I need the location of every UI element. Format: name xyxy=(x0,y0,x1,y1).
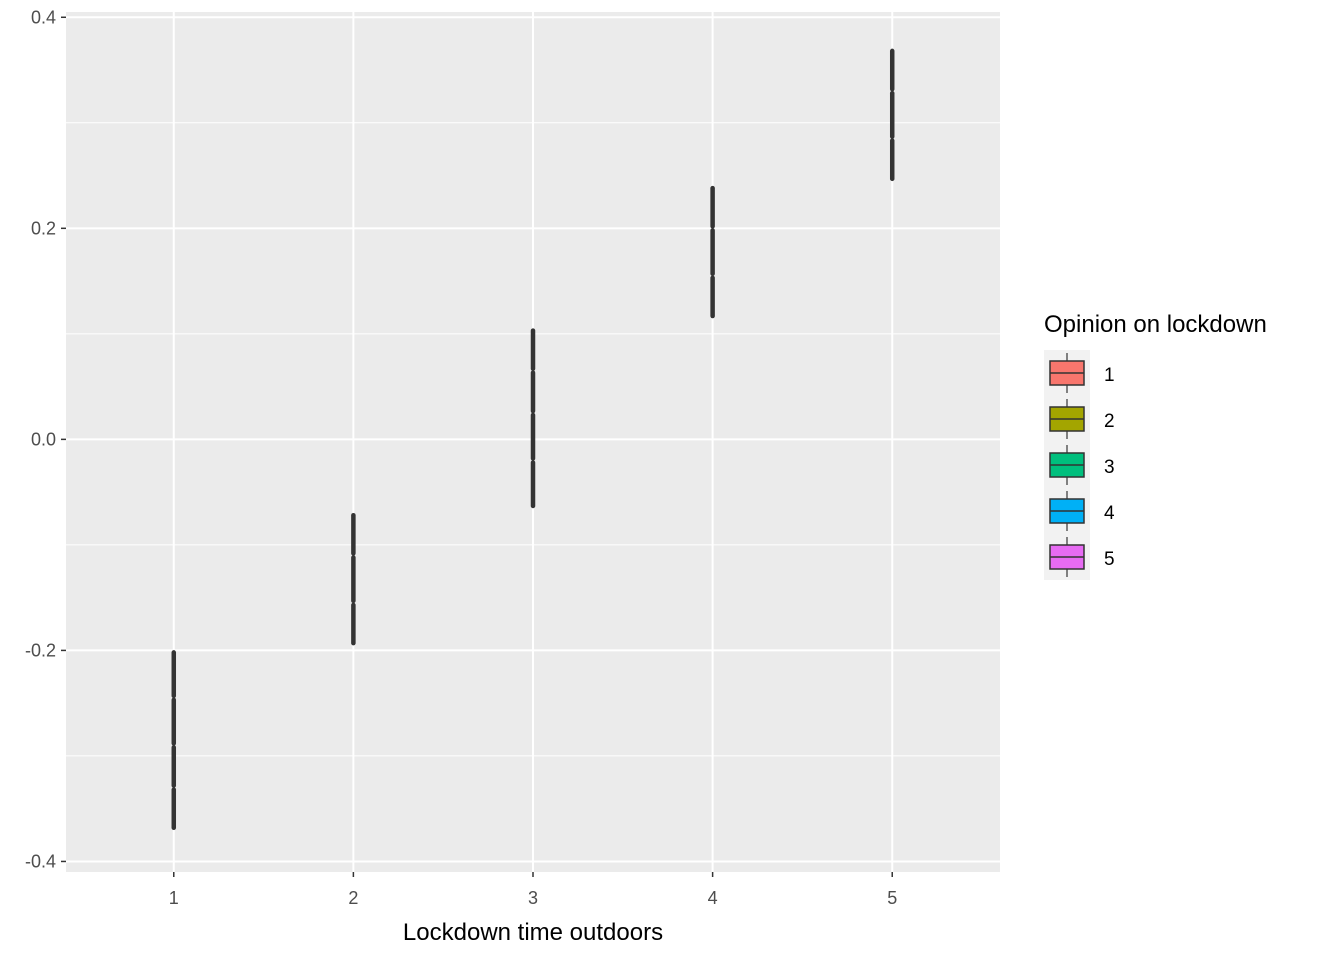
legend-label: 1 xyxy=(1104,365,1115,386)
y-tick-label: -0.4 xyxy=(25,851,56,871)
legend-label: 5 xyxy=(1104,549,1115,570)
y-axis: -0.4 -0.2 0.0 0.2 0.4 xyxy=(25,7,66,871)
x-axis: 1 2 3 4 5 xyxy=(169,872,897,908)
box-marks xyxy=(171,48,895,831)
x-tick-label: 4 xyxy=(708,888,718,908)
y-tick-label: 0.2 xyxy=(31,218,56,238)
x-tick-label: 1 xyxy=(169,888,179,908)
legend: Opinion on lockdown 1 2 3 4 5 xyxy=(1044,311,1267,580)
x-tick-label: 5 xyxy=(887,888,897,908)
x-tick-label: 3 xyxy=(528,888,538,908)
legend-title: Opinion on lockdown xyxy=(1044,311,1267,338)
legend-label: 4 xyxy=(1104,503,1115,524)
legend-label: 3 xyxy=(1104,457,1115,478)
legend-label: 2 xyxy=(1104,411,1115,432)
x-tick-label: 2 xyxy=(348,888,358,908)
legend-entries: 1 2 3 4 5 xyxy=(1049,353,1115,577)
x-axis-title: Lockdown time outdoors xyxy=(403,919,663,946)
y-tick-label: 0.4 xyxy=(31,7,56,27)
y-tick-label: -0.2 xyxy=(25,640,56,660)
y-tick-label: 0.0 xyxy=(31,429,56,449)
